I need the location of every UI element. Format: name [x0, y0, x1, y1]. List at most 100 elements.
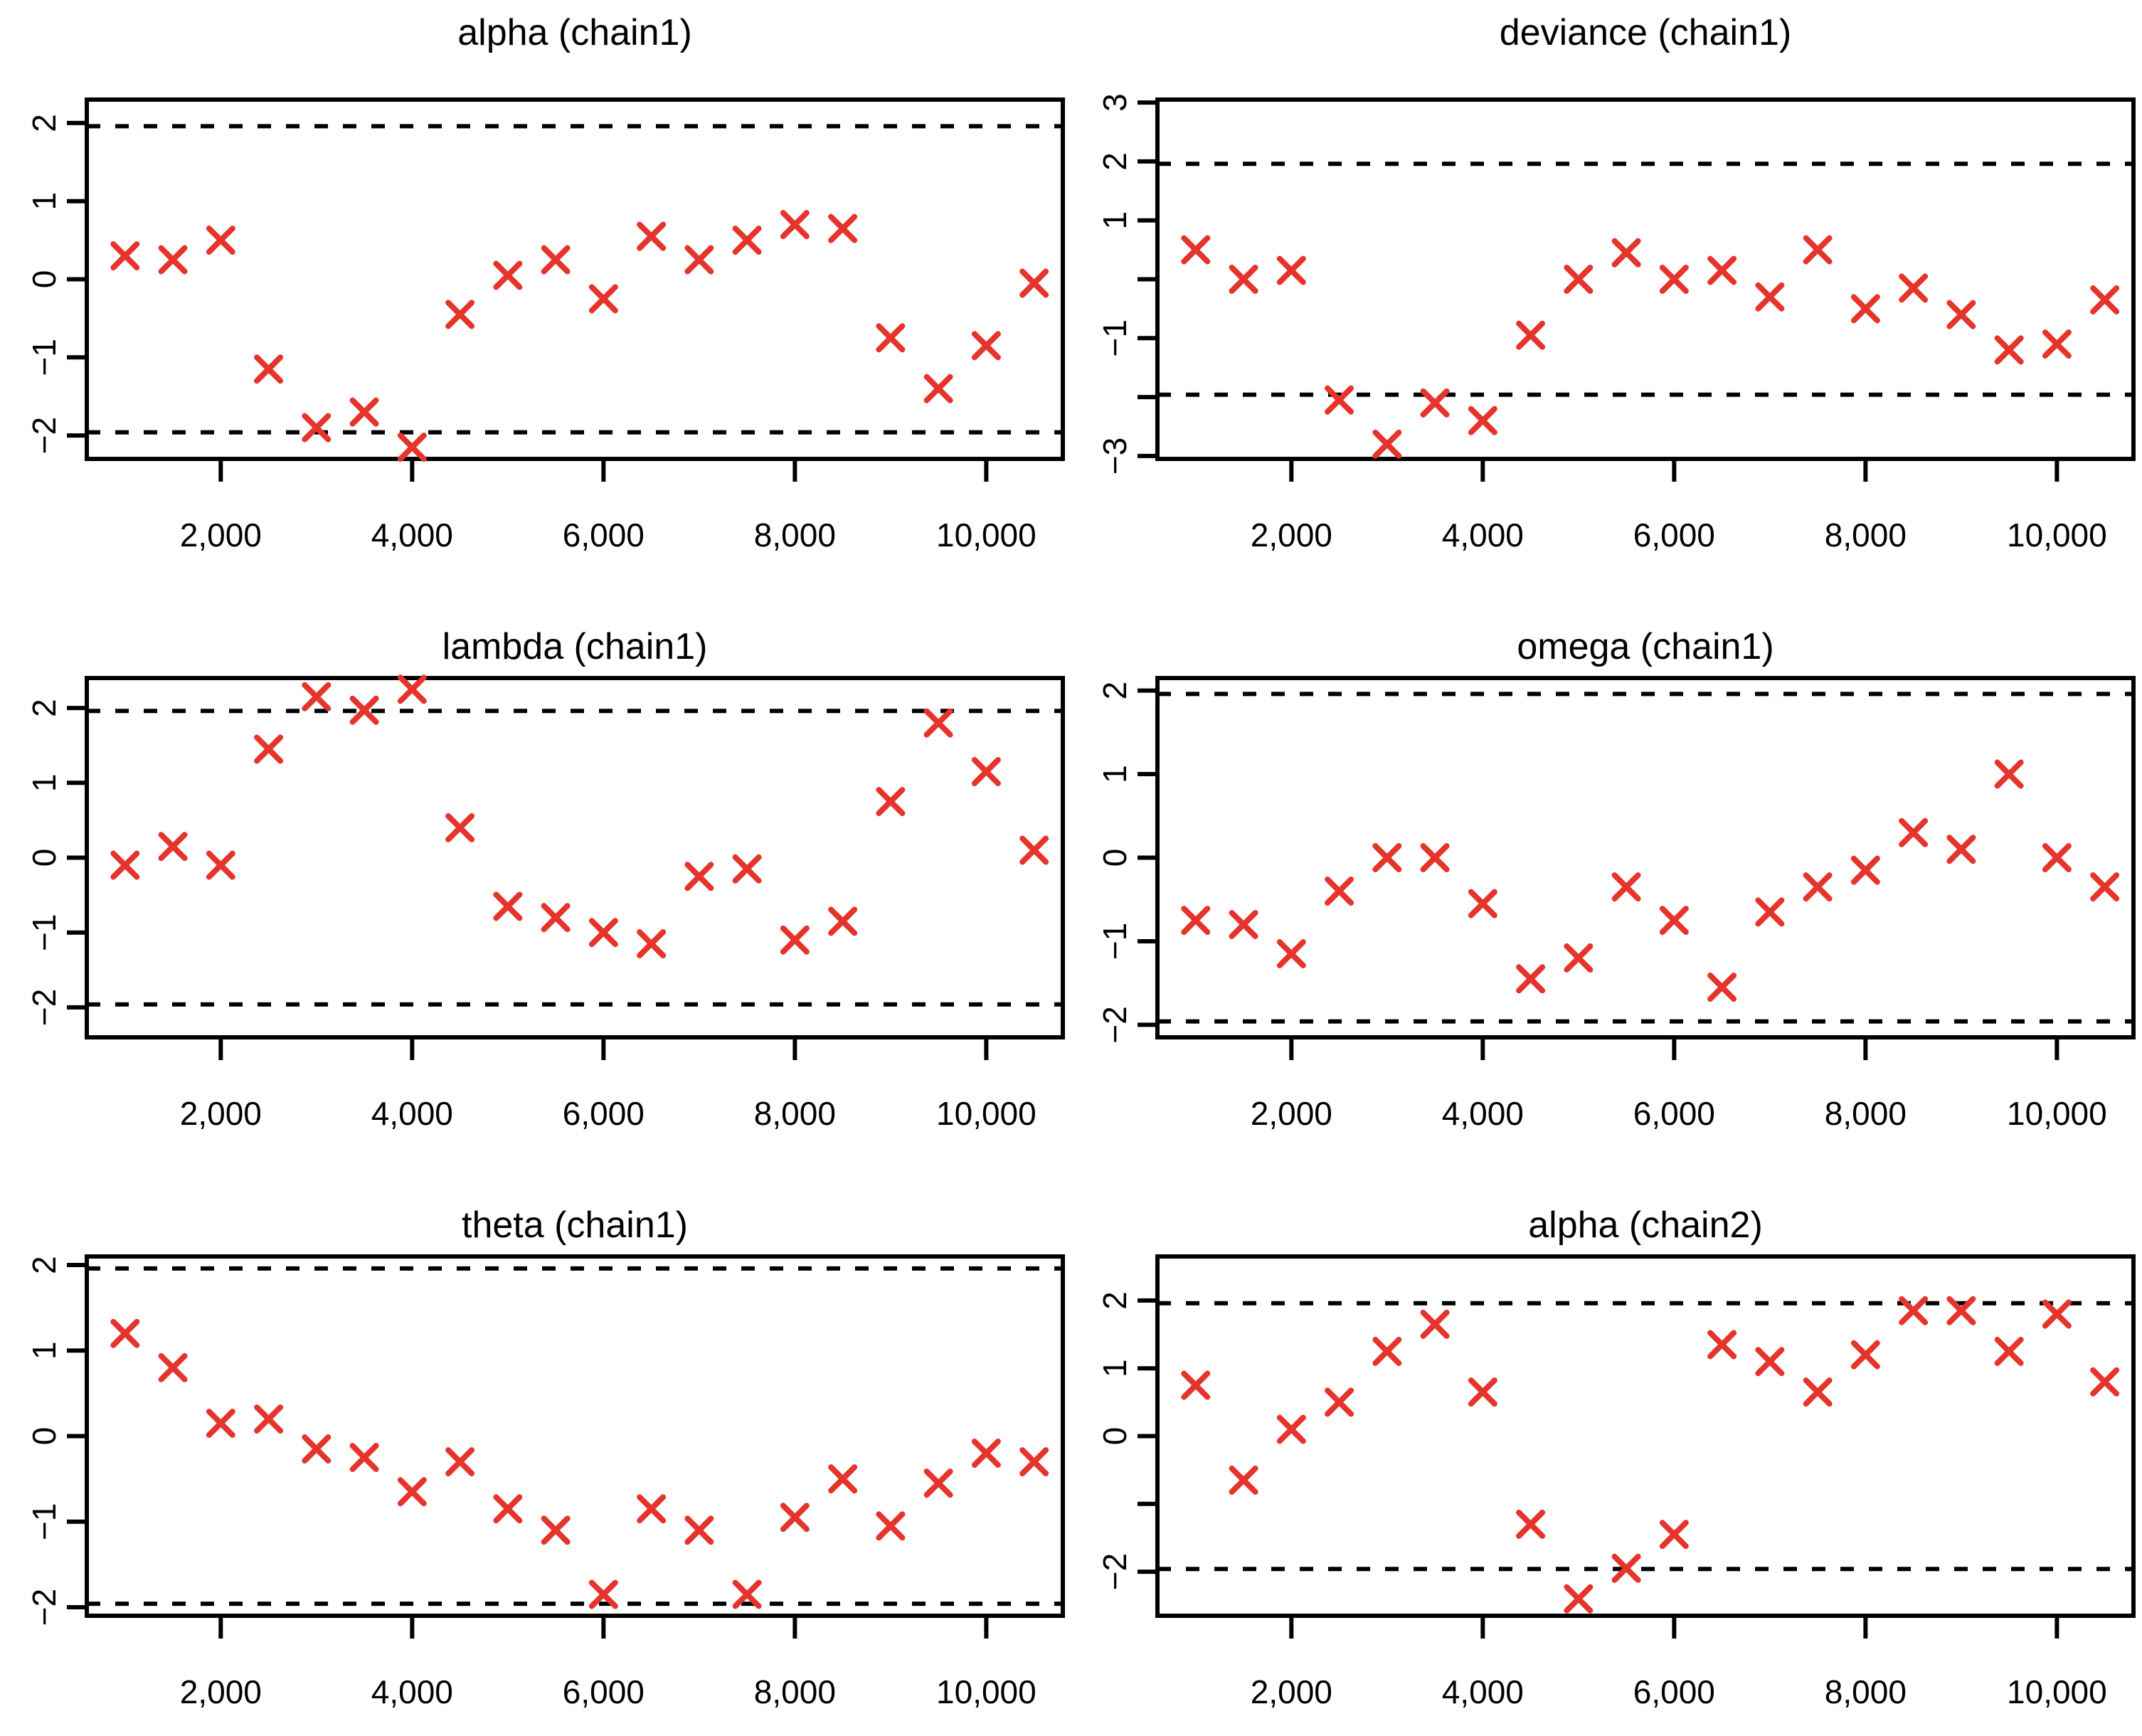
- plot-theta-chain1: −2 −1 0 1 2 2,000 4,000 6,000 8,000 10,000: [26, 1254, 1065, 1710]
- y-axis-tick-label: 1: [26, 773, 63, 792]
- x-axis-tick-label: 6,000: [1633, 517, 1715, 554]
- data-point-marker: [1019, 268, 1049, 298]
- data-point-marker: [1659, 1520, 1689, 1550]
- data-point-marker: [1564, 265, 1594, 294]
- data-point-marker: [1372, 429, 1402, 459]
- data-point-marker: [541, 903, 571, 933]
- plot-lambda-chain1: −2 −1 0 1 2 2,000 4,000 6,000 8,000 10,000: [26, 674, 1065, 1132]
- x-axis-tick-label: 6,000: [1633, 1095, 1715, 1132]
- data-point-marker: [684, 862, 714, 891]
- data-point-marker: [1564, 943, 1594, 973]
- x-axis-tick-label: 8,000: [1825, 1673, 1907, 1710]
- x-axis-tick-label: 4,000: [371, 1673, 453, 1710]
- data-point-marker: [397, 674, 427, 704]
- data-point-marker: [158, 1353, 188, 1382]
- x-axis-tick-label: 8,000: [1825, 1095, 1907, 1132]
- data-point-marker: [637, 928, 667, 958]
- data-point-marker: [876, 1511, 906, 1541]
- data-point-marker: [1755, 1347, 1785, 1377]
- data-point-marker: [1803, 235, 1833, 265]
- data-point-marker: [349, 397, 379, 427]
- y-axis-tick-label: 0: [1096, 849, 1133, 867]
- x-axis-tick-label: 10,000: [936, 517, 1036, 554]
- x-axis-tick-label: 6,000: [563, 517, 645, 554]
- data-point-marker: [1899, 817, 1929, 847]
- data-point-marker: [1516, 320, 1546, 350]
- data-point-marker: [1468, 1377, 1497, 1407]
- data-point-marker: [780, 925, 810, 955]
- data-point-marker: [1611, 872, 1641, 902]
- data-point-marker: [684, 245, 714, 275]
- data-point-marker: [445, 1447, 475, 1477]
- data-point-marker: [588, 284, 618, 314]
- data-point-marker: [1468, 889, 1497, 919]
- data-point-marker: [1181, 906, 1211, 936]
- x-axis-tick-label: 4,000: [1442, 1095, 1524, 1132]
- data-point-marker: [828, 213, 858, 243]
- chart-title: lambda (chain1): [442, 626, 708, 667]
- data-point-marker: [1372, 843, 1402, 872]
- data-point-marker: [206, 226, 235, 255]
- data-point-marker: [445, 300, 475, 329]
- data-point-marker: [1611, 1553, 1641, 1583]
- data-point-marker: [541, 245, 571, 275]
- plot-box: [85, 676, 1065, 1039]
- x-axis-tick-label: 8,000: [1825, 517, 1907, 554]
- data-point-marker: [876, 323, 906, 353]
- y-axis-tick-label: −2: [26, 417, 63, 454]
- y-axis-tick-label: 0: [1096, 1427, 1133, 1446]
- y-axis-tick-label: 2: [26, 699, 63, 717]
- data-point-marker: [828, 1464, 858, 1494]
- plot-box: [85, 97, 1065, 461]
- data-point-marker: [1276, 1414, 1306, 1444]
- chart-title: deviance (chain1): [1499, 12, 1792, 53]
- plot-box: [1155, 676, 2136, 1039]
- y-axis-tick-label: 0: [26, 1427, 63, 1446]
- data-point-marker: [493, 1494, 523, 1524]
- data-point-marker: [876, 787, 906, 817]
- data-point-marker: [110, 241, 140, 271]
- data-point-marker: [923, 708, 953, 738]
- y-axis-tick-label: 2: [26, 1256, 63, 1274]
- y-axis-tick-label: −1: [1096, 319, 1133, 356]
- data-point-marker: [302, 1434, 332, 1464]
- y-axis-tick-label: −1: [26, 1503, 63, 1540]
- data-point-marker: [2042, 1299, 2072, 1329]
- data-point-marker: [588, 918, 618, 948]
- x-axis-tick-label: 6,000: [1633, 1673, 1715, 1710]
- x-axis-tick-label: 4,000: [1442, 517, 1524, 554]
- y-axis-tick-label: 2: [1096, 682, 1133, 700]
- data-point-marker: [1850, 855, 1880, 885]
- data-point-marker: [110, 850, 140, 880]
- data-point-marker: [1659, 906, 1689, 936]
- y-axis-tick-label: 0: [26, 849, 63, 867]
- data-point-marker: [1325, 385, 1354, 415]
- data-point-marker: [349, 1443, 379, 1473]
- data-point-marker: [588, 1579, 618, 1609]
- data-point-marker: [1468, 406, 1497, 435]
- data-point-marker: [1420, 1309, 1450, 1339]
- x-axis-tick-label: 2,000: [1251, 1673, 1332, 1710]
- data-point-marker: [1019, 835, 1049, 865]
- data-point-marker: [1803, 1377, 1833, 1407]
- data-point-marker: [1276, 939, 1306, 969]
- data-point-marker: [923, 1468, 953, 1498]
- data-point-marker: [1803, 872, 1833, 902]
- data-point-marker: [349, 695, 379, 725]
- data-point-marker: [493, 891, 523, 921]
- chart-title: alpha (chain2): [1528, 1205, 1763, 1246]
- panel-theta-chain1: theta (chain1) −2 −1 0 1 2 2,000 4,000 6,000 8,0…: [0, 1157, 1071, 1736]
- data-point-marker: [1229, 1465, 1258, 1495]
- data-point-marker: [1516, 964, 1546, 994]
- data-point-marker: [1229, 909, 1258, 939]
- plot-deviance-chain1: −3 −1 1 2 3 2,000 4,000 6,000 8,000 10,000: [1096, 93, 2136, 554]
- x-axis-tick-label: 2,000: [180, 1673, 262, 1710]
- data-point-marker: [971, 757, 1001, 787]
- data-point-marker: [1850, 294, 1880, 324]
- x-axis-tick-label: 8,000: [754, 517, 836, 554]
- data-point-marker: [1516, 1509, 1546, 1539]
- data-point-marker: [110, 1318, 140, 1348]
- y-axis-tick-label: 2: [26, 114, 63, 132]
- data-point-marker: [1564, 1584, 1594, 1614]
- x-axis-tick-label: 2,000: [1251, 517, 1332, 554]
